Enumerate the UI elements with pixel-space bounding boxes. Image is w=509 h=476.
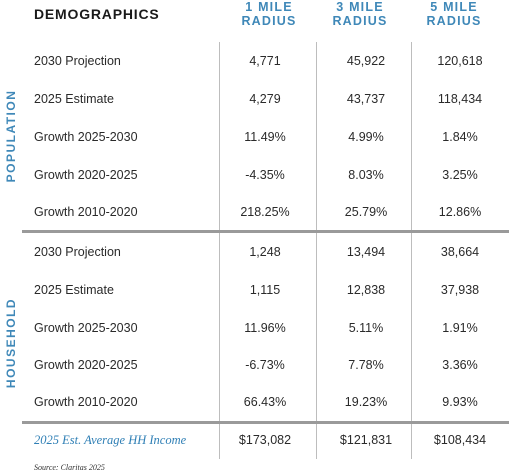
household-section-label-area: HOUSEHOLD (0, 233, 22, 425)
column-header-3-mile: 3 MILE RADIUS (320, 0, 400, 28)
column-header-line: 3 MILE (336, 0, 384, 14)
column-header-line: 5 MILE (430, 0, 478, 14)
value-3-mile: 12,838 (346, 283, 386, 297)
income-value-5-mile: $108,434 (433, 433, 487, 447)
table-row: Growth 2010-2020 66.43% 19.23% 9.93% (22, 383, 509, 421)
column-header-5-mile: 5 MILE RADIUS (414, 0, 494, 28)
column-divider (219, 42, 220, 459)
table-row: 2025 Estimate 1,115 12,838 37,938 (22, 271, 509, 309)
section-divider (22, 230, 509, 233)
row-label: 2030 Projection (34, 54, 121, 68)
column-header-line: RADIUS (426, 14, 482, 28)
value-5-mile: 1.84% (442, 130, 478, 144)
column-divider (411, 42, 412, 459)
value-1-mile: 66.43% (243, 395, 287, 409)
table-row: Growth 2010-2020 218.25% 25.79% 12.86% (22, 193, 509, 231)
row-label: Growth 2025-2030 (34, 321, 138, 335)
value-3-mile: 4.99% (348, 130, 384, 144)
value-1-mile: 218.25% (240, 205, 290, 219)
table-row: Growth 2020-2025 -4.35% 8.03% 3.25% (22, 156, 509, 194)
value-1-mile: 4,279 (249, 92, 281, 106)
column-header-line: 1 MILE (245, 0, 293, 14)
value-3-mile: 45,922 (346, 54, 386, 68)
value-3-mile: 25.79% (344, 205, 388, 219)
table-row: 2025 Estimate 4,279 43,737 118,434 (22, 80, 509, 118)
row-label: 2025 Estimate (34, 283, 114, 297)
value-1-mile: 11.96% (244, 321, 286, 335)
column-divider (316, 42, 317, 459)
table-header: DEMOGRAPHICS 1 MILE RADIUS 3 MILE RADIUS… (0, 0, 509, 42)
row-label: Growth 2010-2020 (34, 395, 138, 409)
section-divider (22, 421, 509, 424)
value-3-mile: 5.11% (348, 321, 384, 335)
household-section-label: HOUSEHOLD (4, 297, 18, 389)
table-title: DEMOGRAPHICS (34, 6, 160, 22)
row-label: 2030 Projection (34, 245, 121, 259)
value-1-mile: -6.73% (245, 358, 285, 372)
value-5-mile: 3.25% (442, 168, 478, 182)
value-5-mile: 9.93% (442, 395, 478, 409)
income-value-3-mile: $121,831 (339, 433, 393, 447)
column-header-line: RADIUS (241, 14, 297, 28)
value-5-mile: 12.86% (438, 205, 482, 219)
income-row-label: 2025 Est. Average HH Income (34, 433, 187, 447)
value-3-mile: 43,737 (346, 92, 386, 106)
income-value-1-mile: $173,082 (238, 433, 292, 447)
value-5-mile: 1.91% (442, 321, 478, 335)
row-label: Growth 2020-2025 (34, 358, 138, 372)
table-row: 2030 Projection 4,771 45,922 120,618 (22, 42, 509, 80)
column-header-1-mile: 1 MILE RADIUS (229, 0, 309, 28)
source-note: Source: Claritas 2025 (34, 463, 105, 472)
value-1-mile: -4.35% (245, 168, 285, 182)
population-section-label: POPULATION (4, 89, 18, 183)
column-header-line: RADIUS (332, 14, 388, 28)
row-label: Growth 2010-2020 (34, 205, 138, 219)
value-3-mile: 13,494 (346, 245, 386, 259)
value-5-mile: 37,938 (440, 283, 480, 297)
row-label: Growth 2025-2030 (34, 130, 138, 144)
value-3-mile: 8.03% (348, 168, 384, 182)
value-3-mile: 19.23% (344, 395, 388, 409)
table-row: Growth 2025-2030 11.49% 4.99% 1.84% (22, 118, 509, 156)
value-5-mile: 3.36% (442, 358, 478, 372)
income-row: 2025 Est. Average HH Income $173,082 $12… (22, 421, 509, 459)
value-1-mile: 11.49% (244, 130, 286, 144)
row-label: Growth 2020-2025 (34, 168, 138, 182)
row-label: 2025 Estimate (34, 92, 114, 106)
value-1-mile: 1,248 (249, 245, 281, 259)
population-section-label-area: POPULATION (0, 42, 22, 231)
value-1-mile: 4,771 (249, 54, 281, 68)
value-5-mile: 38,664 (440, 245, 480, 259)
table-row: 2030 Projection 1,248 13,494 38,664 (22, 233, 509, 271)
table-row: Growth 2020-2025 -6.73% 7.78% 3.36% (22, 346, 509, 384)
table-row: Growth 2025-2030 11.96% 5.11% 1.91% (22, 309, 509, 347)
value-5-mile: 118,434 (437, 92, 483, 106)
value-5-mile: 120,618 (437, 54, 483, 68)
value-1-mile: 1,115 (249, 283, 281, 297)
value-3-mile: 7.78% (348, 358, 384, 372)
